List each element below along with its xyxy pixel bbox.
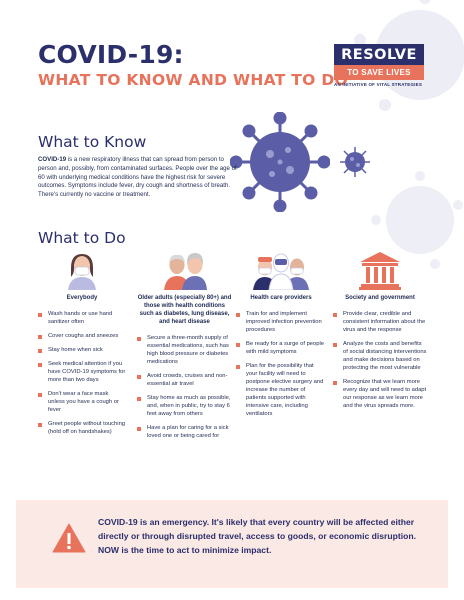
- page-title: COVID-19:: [38, 40, 184, 69]
- column-society-government: Society and government Provide clear, cr…: [333, 250, 427, 416]
- column-title: Health care providers: [250, 295, 312, 301]
- logo-line2: TO SAVE LIVES: [334, 65, 424, 80]
- virus-faint-right-icon: [371, 171, 463, 269]
- older-adults-icon: [137, 250, 232, 290]
- emergency-text: COVID-19 is an emergency. It's likely th…: [98, 517, 417, 555]
- what-to-know-heading: What to Know: [38, 133, 147, 151]
- list-item: Be ready for a surge of people with mild…: [236, 340, 326, 356]
- intro-lead: COVID-19: [38, 156, 67, 163]
- virus-large-icon: [230, 112, 330, 212]
- list-item: Don't wear a face mask unless you have a…: [38, 390, 126, 414]
- column-title: Older adults (especially 80+) and those …: [137, 295, 232, 325]
- emergency-banner: COVID-19 is an emergency. It's likely th…: [16, 500, 448, 588]
- column-list: Train for and implement improved infecti…: [236, 310, 326, 418]
- person-mask-icon: [38, 250, 126, 290]
- list-item: Wash hands or use hand sanitizer often: [38, 310, 126, 326]
- column-list: Wash hands or use hand sanitizer often C…: [38, 310, 126, 436]
- resolve-logo: RESOLVE TO SAVE LIVES AN INITIATIVE OF V…: [334, 44, 424, 87]
- list-item: Stay home when sick: [38, 346, 126, 354]
- list-item: Greet people without touching (hold off …: [38, 420, 126, 436]
- government-building-icon: [333, 250, 427, 290]
- warning-icon: [52, 523, 86, 553]
- list-item: Seek medical attention if you have COVID…: [38, 360, 126, 384]
- column-title: Everybody: [66, 295, 98, 301]
- what-to-know-text: COVID-19 is a new respiratory illness th…: [38, 156, 243, 200]
- page-subtitle: WHAT TO KNOW AND WHAT TO DO: [38, 71, 348, 89]
- list-item: Cover coughs and sneezes: [38, 332, 126, 340]
- list-item: Plan for the possibility that your facil…: [236, 362, 326, 418]
- logo-line1: RESOLVE: [334, 44, 424, 65]
- column-everybody: Everybody Wash hands or use hand sanitiz…: [38, 250, 126, 442]
- list-item: Avoid crowds, cruises and non-essential …: [137, 372, 232, 388]
- list-item: Analyze the costs and benefits of social…: [333, 340, 427, 372]
- virus-small-icon: [340, 147, 370, 177]
- health-care-providers-icon: [236, 250, 326, 290]
- what-to-do-heading: What to Do: [38, 229, 126, 247]
- list-item: Secure a three-month supply of essential…: [137, 334, 232, 366]
- list-item: Have a plan for caring for a sick loved …: [137, 424, 232, 440]
- intro-body: is a new respiratory illness that can sp…: [38, 156, 237, 199]
- list-item: Train for and implement improved infecti…: [236, 310, 326, 334]
- column-list: Provide clear, credible and consistent i…: [333, 310, 427, 410]
- list-item: Provide clear, credible and consistent i…: [333, 310, 427, 334]
- column-health-care-providers: Health care providers Train for and impl…: [236, 250, 326, 424]
- logo-tagline: AN INITIATIVE OF VITAL STRATEGIES: [334, 82, 423, 87]
- list-item: Recognize that we learn more every day a…: [333, 378, 427, 410]
- column-older-adults: Older adults (especially 80+) and those …: [137, 250, 232, 446]
- column-title: Society and government: [345, 295, 415, 301]
- list-item: Stay home as much as possible, and, when…: [137, 394, 232, 418]
- column-list: Secure a three-month supply of essential…: [137, 334, 232, 440]
